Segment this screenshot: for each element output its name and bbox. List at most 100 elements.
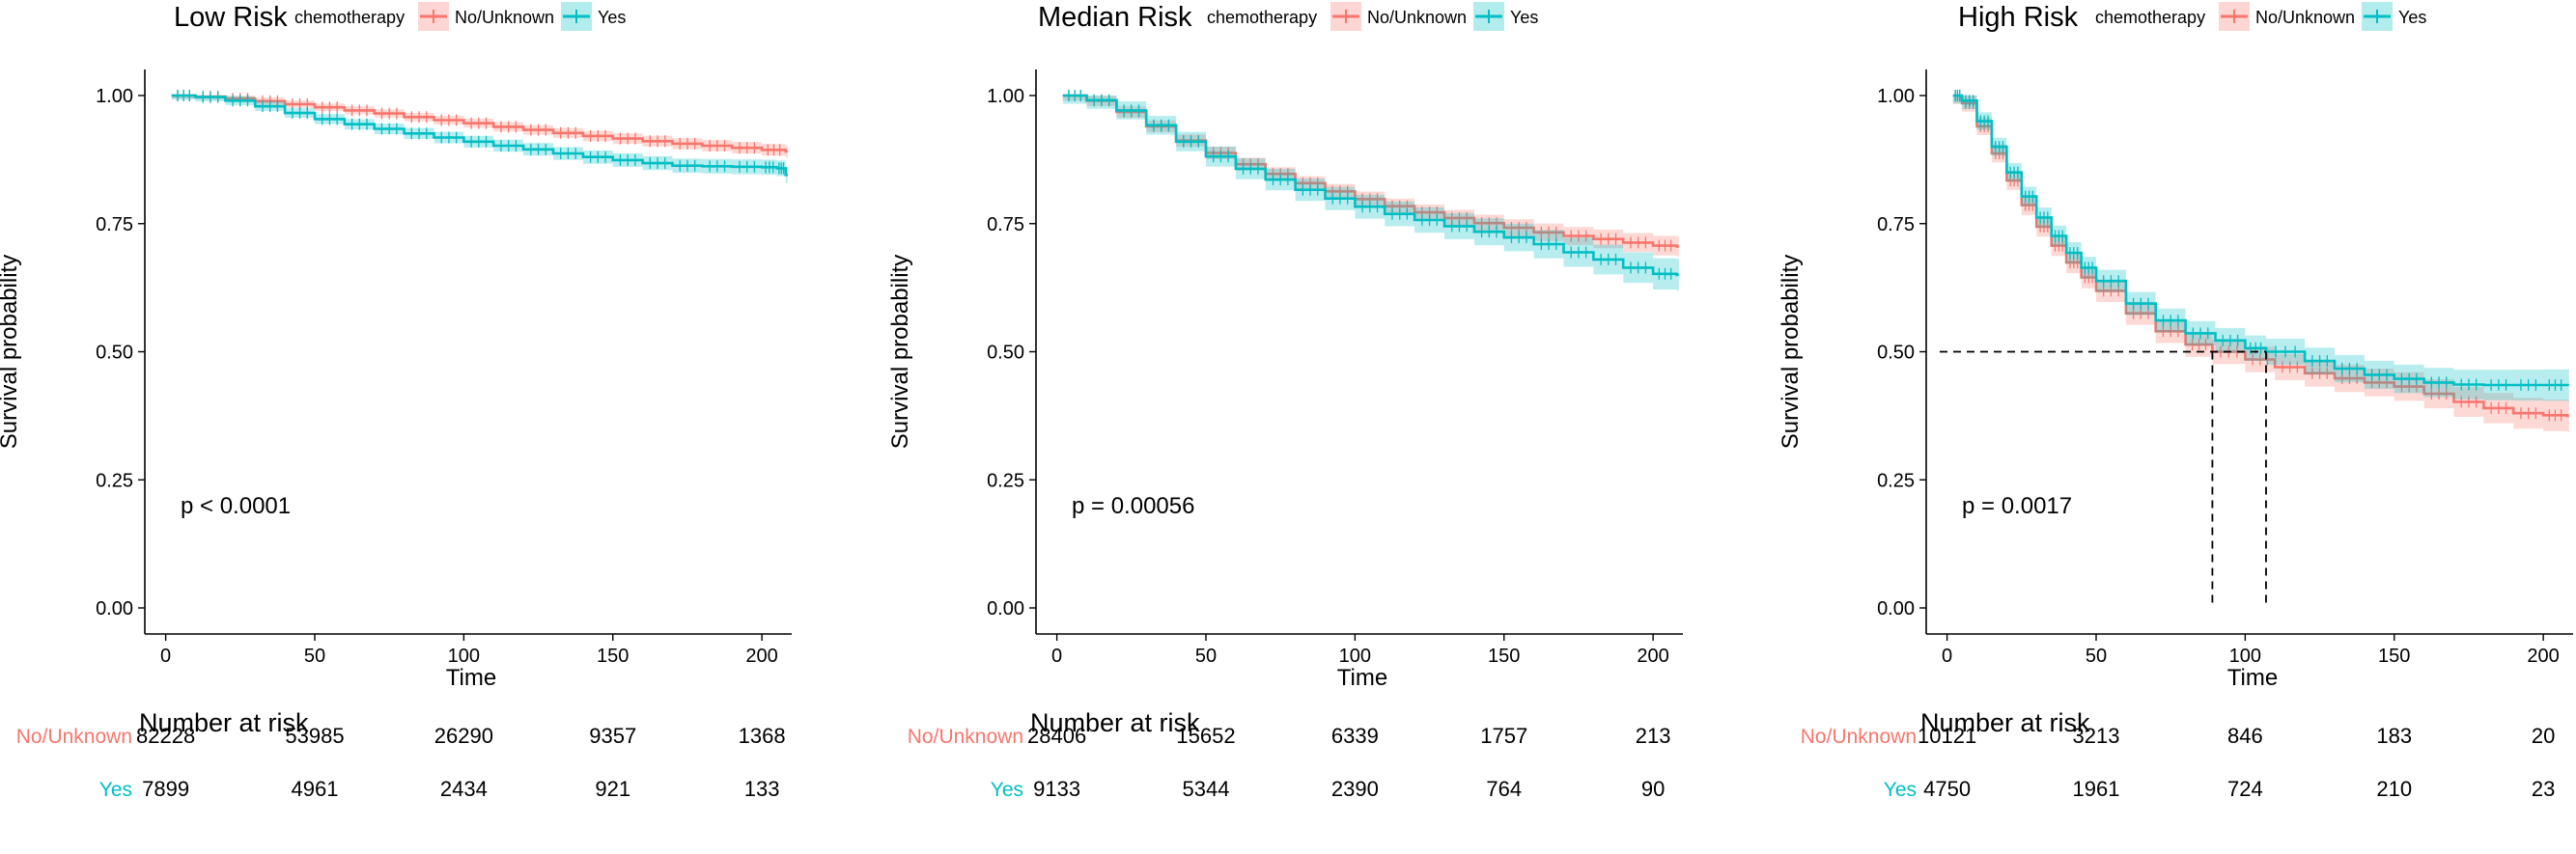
- confidence-band: [171, 96, 788, 158]
- risk-row-label: Yes: [1884, 779, 1917, 801]
- risk-row-label: Yes: [991, 779, 1023, 801]
- km-panel-2: Median Risk chemotherapy No/Unknown Yes 0.00…: [887, 2, 1683, 801]
- x-tick-label: 0: [1942, 646, 1952, 667]
- survival-curve: [1952, 94, 2569, 387]
- p-value-label: p < 0.0001: [181, 493, 291, 519]
- risk-row-label: No/Unknown: [1801, 726, 1917, 748]
- risk-count: 26290: [434, 724, 493, 748]
- risk-count: 2434: [440, 777, 488, 801]
- survival-curve: [1062, 94, 1679, 277]
- survival-curve: [171, 94, 788, 153]
- risk-count: 4961: [292, 777, 339, 801]
- y-tick-label: 1.00: [987, 86, 1024, 107]
- legend-title: chemotherapy: [1207, 8, 1317, 27]
- legend-title: chemotherapy: [2095, 8, 2205, 27]
- legend: chemotherapy No/Unknown Yes: [294, 2, 626, 31]
- y-tick-label: 0.50: [96, 343, 133, 364]
- legend: chemotherapy No/Unknown Yes: [1207, 2, 1538, 31]
- x-tick-label: 50: [2086, 646, 2107, 667]
- p-value-label: p = 0.00056: [1072, 493, 1194, 519]
- risk-table: Number at risk No/Unknown 82228 53985 26290 9…: [16, 708, 786, 801]
- y-tick-label: 0.25: [96, 470, 133, 491]
- risk-count: 82228: [136, 724, 195, 748]
- risk-count: 724: [2227, 777, 2263, 801]
- risk-count: 9133: [1033, 777, 1080, 801]
- risk-count: 53985: [285, 724, 344, 748]
- risk-count: 1961: [2073, 777, 2120, 801]
- risk-count: 5344: [1183, 777, 1230, 801]
- risk-count: 3213: [2073, 724, 2120, 748]
- km-panel-3: High Risk chemotherapy No/Unknown Yes 0.00 0.…: [1778, 2, 2573, 801]
- series-yes: [1062, 90, 1679, 291]
- risk-count: 4750: [1923, 777, 1971, 801]
- risk-count: 9357: [589, 724, 636, 748]
- y-tick-label: 0.75: [96, 214, 133, 235]
- x-axis-title: Time: [446, 665, 496, 691]
- x-tick-label: 50: [304, 646, 325, 667]
- x-tick-label: 0: [1051, 646, 1062, 667]
- risk-count: 7899: [142, 777, 189, 801]
- x-tick-label: 0: [160, 646, 171, 667]
- risk-count: 10121: [1918, 724, 1976, 748]
- x-tick-label: 200: [2527, 646, 2559, 667]
- risk-count: 133: [744, 777, 780, 801]
- series-no-unknown: [1952, 90, 2569, 432]
- risk-count: 90: [1641, 777, 1665, 801]
- y-tick-label: 1.00: [96, 86, 133, 107]
- series-yes: [1952, 90, 2569, 401]
- x-tick-label: 100: [1339, 646, 1371, 667]
- p-value-label: p = 0.0017: [1962, 493, 2072, 519]
- y-axis-title: Survival probability: [887, 255, 913, 449]
- legend-label-1: No/Unknown: [1367, 8, 1467, 27]
- x-tick-label: 150: [2378, 646, 2410, 667]
- risk-count: 28406: [1027, 724, 1086, 748]
- y-tick-label: 1.00: [1877, 86, 1915, 107]
- panel-title: Median Risk: [1038, 2, 1192, 33]
- y-axis-title: Survival probability: [1778, 255, 1804, 449]
- x-tick-label: 150: [1488, 646, 1520, 667]
- y-tick-label: 0.00: [96, 598, 133, 620]
- y-tick-label: 0.25: [1877, 470, 1915, 491]
- y-tick-label: 0.00: [1877, 598, 1915, 620]
- x-axis-title: Time: [1337, 665, 1387, 691]
- risk-count: 210: [2376, 777, 2412, 801]
- risk-table: Number at risk No/Unknown 28406 15652 6339 17…: [908, 708, 1671, 801]
- legend-label-1: No/Unknown: [2255, 8, 2355, 27]
- risk-table-title: Number at risk: [1920, 708, 2090, 737]
- legend-label-2: Yes: [1510, 8, 1538, 27]
- y-tick-label: 0.00: [987, 598, 1024, 620]
- risk-count: 6339: [1331, 724, 1379, 748]
- risk-count: 764: [1486, 777, 1522, 801]
- x-tick-label: 200: [745, 646, 777, 667]
- x-tick-label: 200: [1637, 646, 1668, 667]
- legend-title: chemotherapy: [294, 8, 405, 27]
- y-tick-label: 0.75: [1877, 214, 1915, 235]
- panel-title: Low Risk: [174, 2, 288, 33]
- y-tick-label: 0.50: [1877, 343, 1915, 364]
- risk-count: 1757: [1480, 724, 1527, 748]
- x-tick-label: 150: [597, 646, 629, 667]
- risk-count: 213: [1636, 724, 1671, 748]
- risk-row-label: Yes: [99, 779, 132, 801]
- risk-count: 15652: [1176, 724, 1235, 748]
- km-panel-1: Low Risk chemotherapy No/Unknown Yes 0.00 0.2…: [0, 2, 792, 801]
- confidence-band: [1062, 96, 1679, 291]
- risk-count: 2390: [1331, 777, 1379, 801]
- risk-count: 1368: [739, 724, 786, 748]
- risk-row-label: No/Unknown: [16, 726, 132, 748]
- legend: chemotherapy No/Unknown Yes: [2095, 2, 2426, 31]
- x-tick-label: 100: [448, 646, 480, 667]
- risk-count: 23: [2532, 777, 2555, 801]
- y-tick-label: 0.25: [987, 470, 1024, 491]
- legend-label-1: No/Unknown: [455, 8, 554, 27]
- risk-table-title: Number at risk: [139, 708, 309, 737]
- risk-count: 183: [2376, 724, 2412, 748]
- risk-count: 20: [2532, 724, 2555, 748]
- x-tick-label: 50: [1195, 646, 1217, 667]
- confidence-band: [1952, 96, 2569, 401]
- risk-table-title: Number at risk: [1030, 708, 1200, 737]
- series-no-unknown: [1062, 90, 1679, 257]
